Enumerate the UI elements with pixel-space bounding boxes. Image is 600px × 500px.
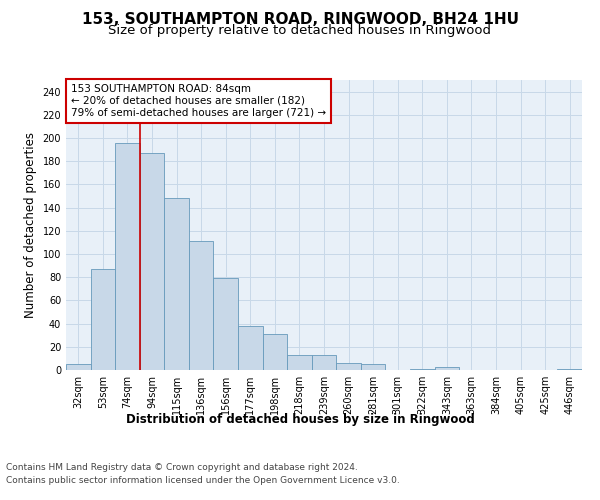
Text: 153 SOUTHAMPTON ROAD: 84sqm
← 20% of detached houses are smaller (182)
79% of se: 153 SOUTHAMPTON ROAD: 84sqm ← 20% of det… [71, 84, 326, 117]
Bar [336, 363, 361, 370]
Bar [557, 369, 582, 370]
Bar [115, 142, 140, 370]
Bar [434, 366, 459, 370]
Bar [164, 198, 189, 370]
Text: Contains HM Land Registry data © Crown copyright and database right 2024.: Contains HM Land Registry data © Crown c… [6, 462, 358, 471]
Bar [140, 153, 164, 370]
Text: Distribution of detached houses by size in Ringwood: Distribution of detached houses by size … [125, 412, 475, 426]
Text: Contains public sector information licensed under the Open Government Licence v3: Contains public sector information licen… [6, 476, 400, 485]
Text: 153, SOUTHAMPTON ROAD, RINGWOOD, BH24 1HU: 153, SOUTHAMPTON ROAD, RINGWOOD, BH24 1H… [82, 12, 518, 28]
Bar [214, 278, 238, 370]
Bar [361, 364, 385, 370]
Bar [312, 355, 336, 370]
Bar [189, 241, 214, 370]
Bar [263, 334, 287, 370]
Text: Size of property relative to detached houses in Ringwood: Size of property relative to detached ho… [109, 24, 491, 37]
Bar [287, 355, 312, 370]
Bar [91, 269, 115, 370]
Bar [238, 326, 263, 370]
Bar [66, 364, 91, 370]
Y-axis label: Number of detached properties: Number of detached properties [24, 132, 37, 318]
Bar [410, 369, 434, 370]
